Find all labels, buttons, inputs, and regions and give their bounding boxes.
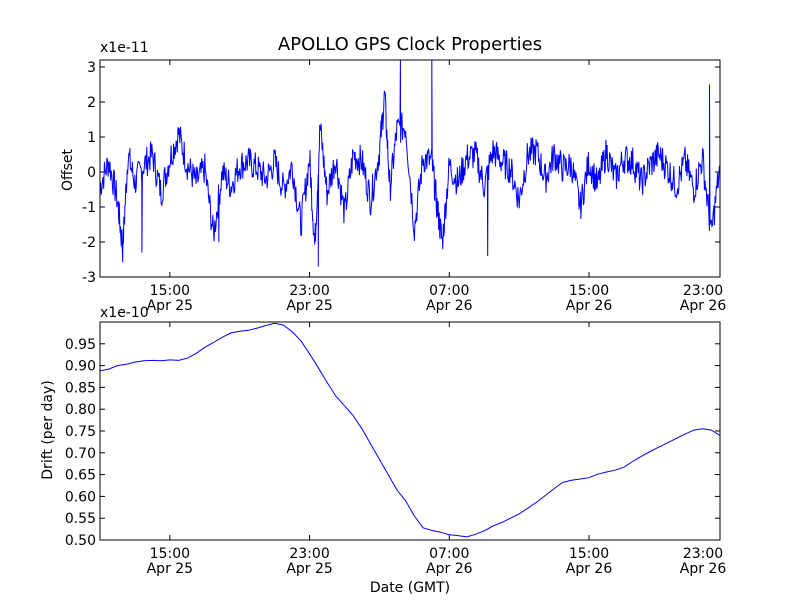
y-tick-label: 0.80 [65,402,96,418]
y-tick-label: 0.50 [65,533,96,549]
x-tick-label-time: 15:00 [569,546,609,562]
x-tick-label-date: Apr 26 [426,298,473,314]
y-tick-label: 2 [87,95,96,111]
x-tick-label-date: Apr 25 [286,561,332,577]
y-tick-label: 0.55 [65,511,96,527]
x-tick-label-time: 07:00 [429,283,469,299]
y-tick-label: -3 [82,270,96,286]
x-tick-label-date: Apr 25 [147,561,193,577]
offset-series-line [100,60,720,267]
y-tick-label: 0.95 [65,337,96,353]
drift-y-axis-label: Drift (per day) [40,380,56,479]
y-tick-label: 3 [87,60,96,76]
x-axis-label: Date (GMT) [370,580,450,596]
x-tick-label-time: 15:00 [150,546,190,562]
x-tick-label-date: Apr 26 [680,298,727,314]
y-tick-label: -1 [82,200,96,216]
chart-title: APOLLO GPS Clock Properties [278,34,542,55]
y-tick-label: 0.70 [65,446,96,462]
y-tick-label: 0.75 [65,424,96,440]
y-tick-label: -2 [82,235,96,251]
y-tick-label: 0.90 [65,359,96,375]
x-tick-label-time: 23:00 [289,546,329,562]
x-tick-label-time: 23:00 [683,546,723,562]
x-tick-label-time: 15:00 [569,283,609,299]
x-tick-label-time: 07:00 [429,546,469,562]
y-tick-label: 1 [87,130,96,146]
x-tick-label-date: Apr 26 [426,561,473,577]
y-tick-label: 0.85 [65,380,96,396]
drift-plot-frame [99,321,721,541]
offset-scale-label: x1e-11 [100,40,149,56]
x-tick-label-time: 15:00 [150,283,190,299]
y-tick-label: 0 [87,165,96,181]
offset-y-axis-label: Offset [60,148,76,191]
x-tick-label-time: 23:00 [289,283,329,299]
x-tick-label-date: Apr 25 [286,298,332,314]
drift-plot: 0.50 0.55 0.60 0.65 0.70 0.75 0.80 0.85 0.90 0.95… [65,322,727,577]
x-tick-label-date: Apr 25 [147,298,193,314]
y-tick-label: 0.65 [65,468,96,484]
y-tick-label: 0.60 [65,489,96,505]
drift-scale-label: x1e-10 [100,305,149,321]
drift-series-line [100,322,720,538]
offset-plot-frame [99,59,721,278]
x-tick-label-date: Apr 26 [566,561,613,577]
x-tick-label-date: Apr 26 [566,298,613,314]
x-tick-label-date: Apr 26 [680,561,727,577]
x-tick-label-time: 23:00 [683,283,723,299]
